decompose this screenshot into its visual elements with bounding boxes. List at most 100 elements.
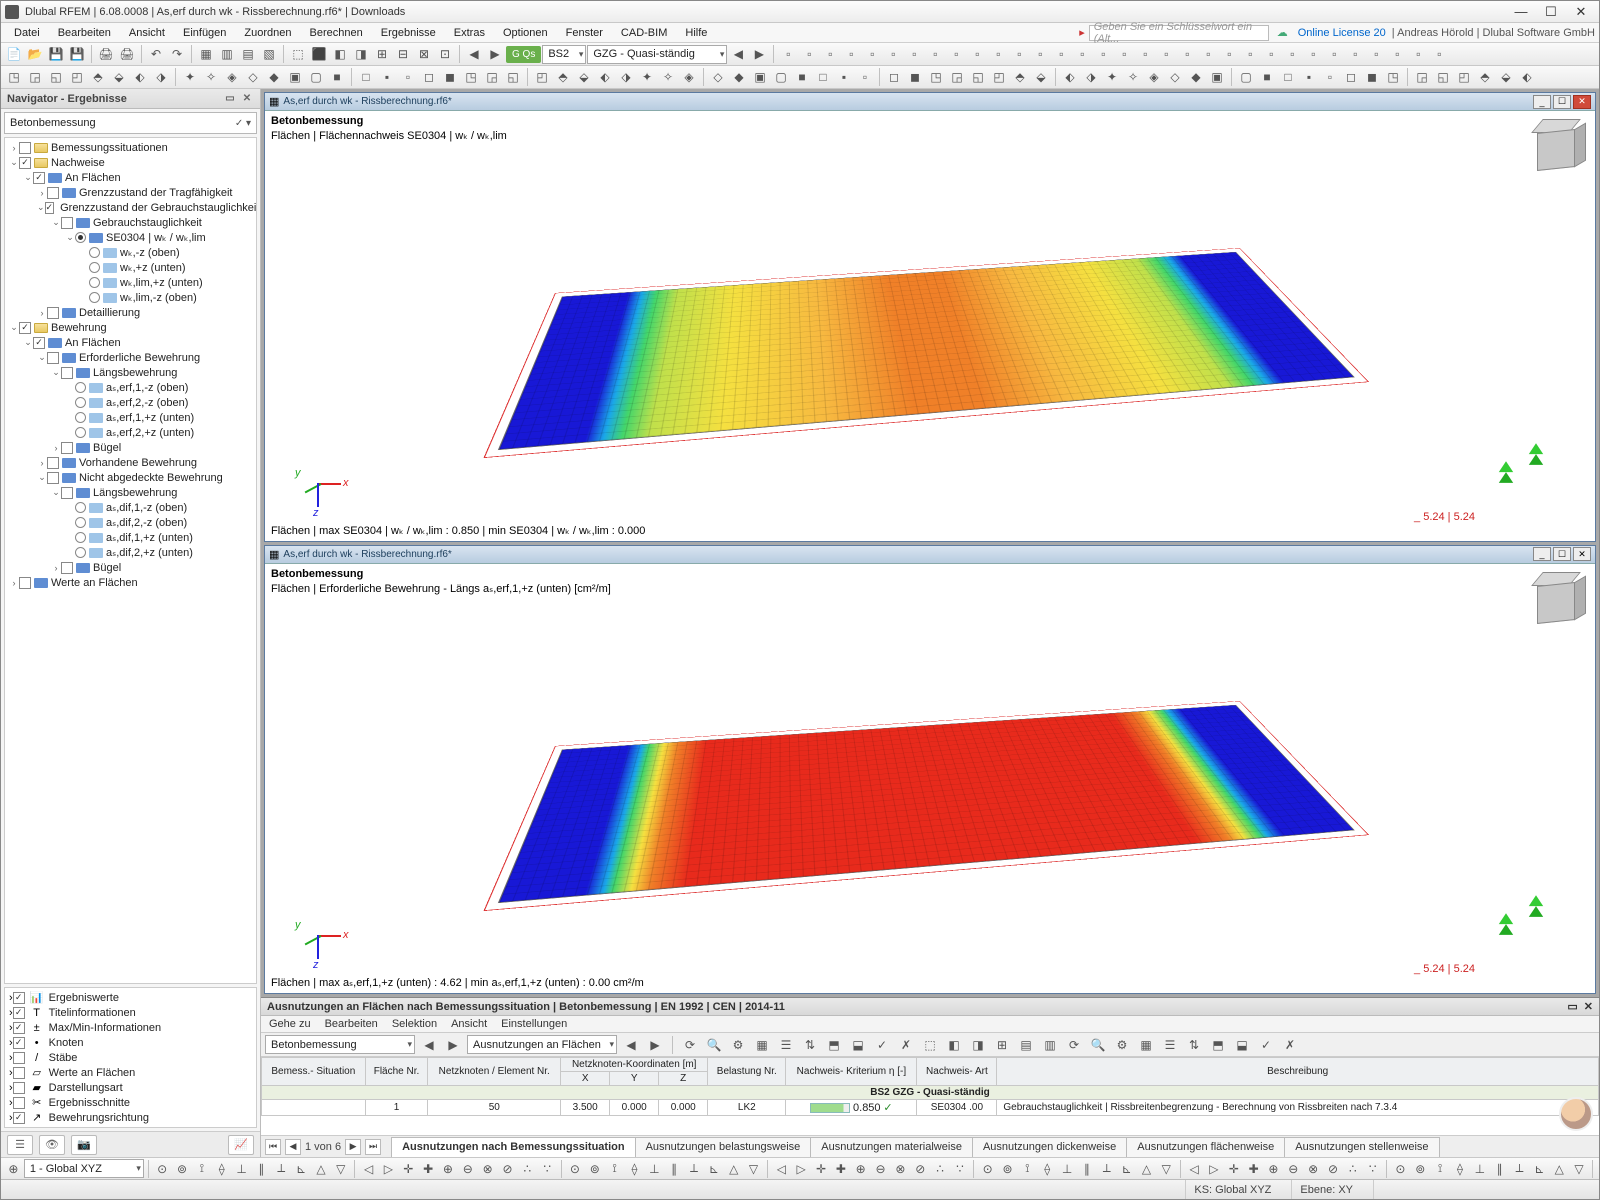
tree-node[interactable]: aₛ,erf,1,-z (oben) [5, 380, 256, 395]
snap-tool-button[interactable]: ⊾ [292, 1159, 311, 1179]
table-tab[interactable]: Ausnutzungen flächenweise [1126, 1137, 1285, 1157]
design-situation-combo[interactable]: GZG - Quasi-ständig [587, 45, 727, 64]
tree-node[interactable]: ⌄Längsbewehrung [5, 365, 256, 380]
tb-prev-icon[interactable]: ◀ [419, 1035, 439, 1055]
snap-tool-button[interactable]: ⟂ [272, 1159, 291, 1179]
toolbar-button[interactable]: ⬖ [595, 67, 615, 87]
toolbar-button[interactable]: □ [1278, 67, 1298, 87]
snap-tool-button[interactable]: ⊕ [1264, 1159, 1283, 1179]
toolbar-button[interactable]: ▢ [1236, 67, 1256, 87]
toolbar-button[interactable]: ▫ [1408, 44, 1428, 64]
snap-tool-button[interactable]: ∴ [931, 1159, 950, 1179]
tree-node[interactable]: aₛ,erf,1,+z (unten) [5, 410, 256, 425]
display-option[interactable]: ›▰Darstellungsart [5, 1080, 256, 1095]
toolbar-button[interactable]: ⬙ [109, 67, 129, 87]
toolbar-button[interactable]: ▣ [1207, 67, 1227, 87]
snap-tool-button[interactable]: ◁ [1185, 1159, 1204, 1179]
snap-tool-button[interactable]: △ [724, 1159, 743, 1179]
display-option[interactable]: ›✓±Max/Min-Informationen [5, 1020, 256, 1035]
page-first-icon[interactable]: ⏮ [265, 1139, 281, 1155]
next-lc-icon[interactable]: ▶ [749, 44, 769, 64]
menu-item[interactable]: CAD-BIM [612, 25, 676, 41]
toolbar-button[interactable]: ▫ [1303, 44, 1323, 64]
menu-item[interactable]: Optionen [494, 25, 557, 41]
snap-tool-button[interactable]: ⟠ [1451, 1159, 1470, 1179]
viewport-2[interactable]: Betonbemessung Flächen | Erforderliche B… [265, 564, 1595, 994]
table-tool-button[interactable]: ▦ [752, 1035, 772, 1055]
toolbar-button[interactable]: ◳ [461, 67, 481, 87]
toolbar-button[interactable]: ▫ [1429, 44, 1449, 64]
tree-node[interactable]: wₖ,lim,-z (oben) [5, 290, 256, 305]
table-menu-item[interactable]: Selektion [392, 1018, 437, 1030]
snap-tool-button[interactable]: ⟟ [605, 1159, 624, 1179]
print-preview-icon[interactable]: 🖨 [117, 44, 137, 64]
table-menu-item[interactable]: Gehe zu [269, 1018, 311, 1030]
toolbar-button[interactable]: ⬙ [1496, 67, 1516, 87]
toolbar-button[interactable]: ▫ [904, 44, 924, 64]
toolbar-button[interactable]: ▫ [1135, 44, 1155, 64]
table-tool-button[interactable]: ✗ [896, 1035, 916, 1055]
table-tab[interactable]: Ausnutzungen stellenweise [1284, 1137, 1439, 1157]
toolbar-button[interactable]: □ [356, 67, 376, 87]
table-tool-button[interactable]: ▥ [1040, 1035, 1060, 1055]
toolbar-button[interactable]: ▫ [799, 44, 819, 64]
toolbar-button[interactable]: ◼ [440, 67, 460, 87]
tree-node[interactable]: ›Werte an Flächen [5, 575, 256, 590]
assistant-avatar[interactable] [1559, 1097, 1593, 1131]
snap-tool-button[interactable]: ⊕ [851, 1159, 870, 1179]
toolbar-button[interactable]: ▫ [1177, 44, 1197, 64]
tree-node[interactable]: ›Bemessungssituationen [5, 140, 256, 155]
tool-icon[interactable]: ▤ [238, 44, 258, 64]
snap-tool-button[interactable]: △ [1550, 1159, 1569, 1179]
tree-node[interactable]: wₖ,lim,+z (unten) [5, 275, 256, 290]
toolbar-button[interactable]: ◈ [679, 67, 699, 87]
tree-node[interactable]: wₖ,-z (oben) [5, 245, 256, 260]
toolbar-button[interactable]: ◳ [4, 67, 24, 87]
snap-tool-button[interactable]: ∵ [951, 1159, 970, 1179]
snap-tool-button[interactable]: ▽ [1570, 1159, 1589, 1179]
table-tab[interactable]: Ausnutzungen dickenweise [972, 1137, 1127, 1157]
toolbar-button[interactable]: ■ [1257, 67, 1277, 87]
tool-icon[interactable]: ▥ [217, 44, 237, 64]
table-tool-button[interactable]: ⟳ [680, 1035, 700, 1055]
toolbar-button[interactable]: ◲ [1412, 67, 1432, 87]
table-tool-button[interactable]: ☰ [776, 1035, 796, 1055]
tree-node[interactable]: ›Detaillierung [5, 305, 256, 320]
table-tool-button[interactable]: ◧ [944, 1035, 964, 1055]
snap-tool-button[interactable]: ⊗ [478, 1159, 497, 1179]
save-icon[interactable]: 💾 [46, 44, 66, 64]
toolbar-button[interactable]: ◆ [264, 67, 284, 87]
toolbar-button[interactable]: ◰ [989, 67, 1009, 87]
snap-tool-button[interactable]: ⊾ [1530, 1159, 1549, 1179]
tree-node[interactable]: ⌄✓Bewehrung [5, 320, 256, 335]
keyword-search-input[interactable]: Geben Sie ein Schlüsselwort ein (Alt... [1089, 25, 1269, 41]
nav-cube[interactable] [1527, 570, 1587, 630]
snap-tool-button[interactable]: ⊙ [1391, 1159, 1410, 1179]
toolbar-button[interactable]: ⬙ [1031, 67, 1051, 87]
maximize-button[interactable]: ☐ [1537, 3, 1565, 21]
loadcase-pill[interactable]: G Qs [506, 46, 541, 63]
snap-tool-button[interactable]: ⊘ [911, 1159, 930, 1179]
tb-next-icon[interactable]: ▶ [443, 1035, 463, 1055]
tool-icon[interactable]: ⬛ [309, 44, 329, 64]
toolbar-button[interactable]: ▫ [1030, 44, 1050, 64]
toolbar-button[interactable]: ▫ [820, 44, 840, 64]
snap-tool-button[interactable]: ⊚ [998, 1159, 1017, 1179]
toolbar-button[interactable]: ◆ [729, 67, 749, 87]
tree-node[interactable]: ⌄✓An Flächen [5, 335, 256, 350]
toolbar-button[interactable]: ⬖ [1517, 67, 1537, 87]
tree-node[interactable]: ⌄✓Grenzzustand der Gebrauchstauglichkeit [5, 200, 256, 215]
toolbar-button[interactable]: ▫ [1051, 44, 1071, 64]
table-tool-button[interactable]: ▤ [1016, 1035, 1036, 1055]
toolbar-button[interactable]: ◱ [46, 67, 66, 87]
tree-node[interactable]: aₛ,dif,2,+z (unten) [5, 545, 256, 560]
toolbar-button[interactable]: ✦ [637, 67, 657, 87]
toolbar-button[interactable]: ◼ [905, 67, 925, 87]
tree-node[interactable]: ›Grenzzustand der Tragfähigkeit [5, 185, 256, 200]
nav-button[interactable]: ☰ [7, 1135, 33, 1155]
undo-icon[interactable]: ↶ [146, 44, 166, 64]
table-tool-button[interactable]: ☰ [1160, 1035, 1180, 1055]
page-prev-icon[interactable]: ◀ [285, 1139, 301, 1155]
toolbar-button[interactable]: ▫ [1261, 44, 1281, 64]
print-icon[interactable]: 🖨 [96, 44, 116, 64]
